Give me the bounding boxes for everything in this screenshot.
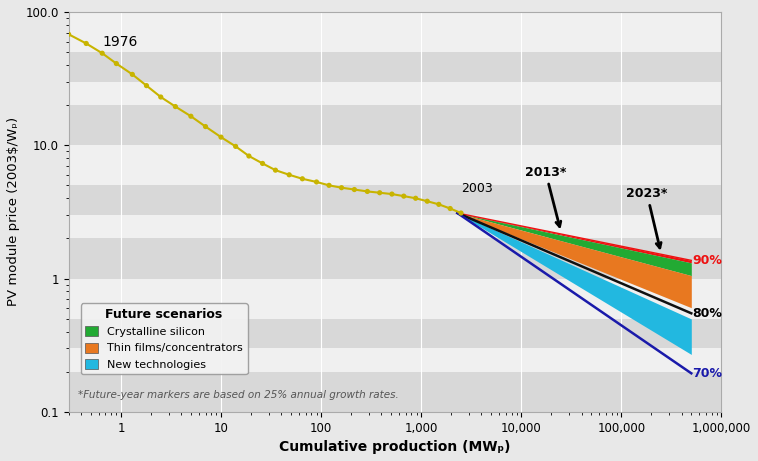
Point bbox=[199, 123, 211, 130]
Bar bbox=[68, 372, 722, 412]
Point bbox=[243, 152, 255, 160]
Point bbox=[323, 182, 335, 189]
Point bbox=[215, 133, 227, 141]
Text: 2003: 2003 bbox=[462, 182, 493, 195]
Bar bbox=[68, 105, 722, 145]
Bar bbox=[68, 319, 722, 348]
Point bbox=[96, 49, 108, 57]
Text: 80%: 80% bbox=[692, 307, 722, 320]
Bar bbox=[68, 82, 722, 105]
X-axis label: Cumulative production (MWₚ): Cumulative production (MWₚ) bbox=[279, 440, 511, 454]
Point bbox=[169, 103, 181, 110]
Text: 1976: 1976 bbox=[103, 35, 138, 49]
Point bbox=[455, 209, 467, 217]
Text: 90%: 90% bbox=[692, 254, 722, 267]
Bar bbox=[68, 52, 722, 82]
Point bbox=[256, 160, 268, 167]
Point bbox=[269, 166, 281, 174]
Bar bbox=[68, 185, 722, 215]
Text: 2013*: 2013* bbox=[525, 165, 566, 227]
Text: 70%: 70% bbox=[692, 367, 722, 380]
Point bbox=[185, 112, 197, 120]
Point bbox=[283, 171, 296, 178]
Bar bbox=[68, 238, 722, 278]
Text: *Future-year markers are based on 25% annual growth rates.: *Future-year markers are based on 25% an… bbox=[78, 390, 399, 400]
Point bbox=[80, 40, 92, 47]
Point bbox=[386, 190, 398, 198]
Point bbox=[110, 60, 122, 67]
Text: 2023*: 2023* bbox=[626, 187, 668, 248]
Point bbox=[421, 198, 434, 205]
Y-axis label: PV module price (2003$/Wₚ): PV module price (2003$/Wₚ) bbox=[7, 117, 20, 307]
Point bbox=[62, 30, 74, 38]
Point bbox=[374, 189, 386, 196]
Point bbox=[362, 188, 374, 195]
Point bbox=[409, 195, 421, 202]
Point bbox=[444, 205, 456, 212]
Point bbox=[349, 186, 361, 193]
Point bbox=[230, 143, 242, 150]
Bar bbox=[68, 12, 722, 52]
Bar bbox=[68, 278, 722, 319]
Point bbox=[296, 175, 309, 183]
Point bbox=[336, 184, 348, 191]
Bar bbox=[68, 215, 722, 238]
Bar bbox=[68, 348, 722, 372]
Point bbox=[398, 192, 410, 200]
Point bbox=[155, 93, 167, 100]
Bar bbox=[68, 145, 722, 185]
Point bbox=[433, 201, 445, 208]
Point bbox=[127, 71, 139, 78]
Point bbox=[140, 82, 152, 89]
Point bbox=[311, 178, 323, 186]
Legend: Crystalline silicon, Thin films/concentrators, New technologies: Crystalline silicon, Thin films/concentr… bbox=[80, 303, 248, 374]
